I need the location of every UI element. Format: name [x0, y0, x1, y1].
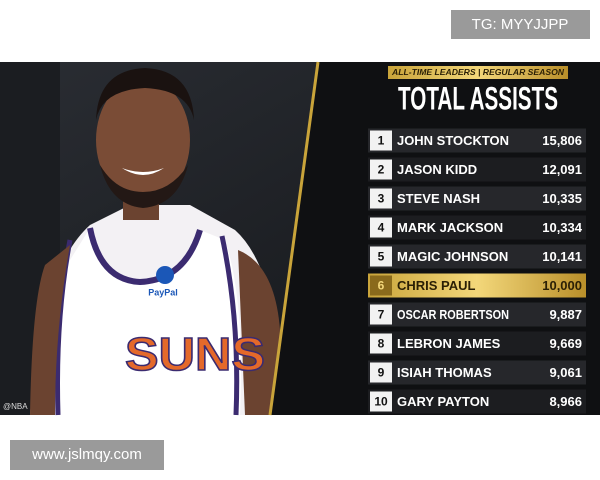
- rank: 8: [378, 337, 385, 351]
- rank-box: [370, 246, 392, 267]
- rank-box: [370, 391, 392, 412]
- panel-edge: [268, 61, 320, 416]
- player-name: CHRIS PAUL: [397, 278, 476, 293]
- assist-total: 10,141: [542, 249, 582, 264]
- rank: 6: [378, 279, 385, 293]
- assist-total: 10,335: [542, 191, 582, 206]
- rank: 4: [378, 221, 385, 235]
- player-name: MAGIC JOHNSON: [397, 249, 508, 264]
- banner-box: [388, 66, 568, 79]
- row-background: [368, 215, 586, 240]
- row-background: [368, 244, 586, 269]
- player-name: LEBRON JAMES: [397, 336, 501, 351]
- player-name: JOHN STOCKTON: [397, 133, 509, 148]
- row-background: [368, 157, 586, 182]
- assist-total: 9,061: [549, 365, 582, 380]
- rank-box: [370, 159, 392, 180]
- rank: 10: [374, 395, 388, 409]
- row-background: [368, 186, 586, 211]
- player: SUNS PayPal: [30, 68, 285, 416]
- watermark-top: TG: MYYJJPP: [472, 16, 569, 33]
- banner: ALL-TIME LEADERS | REGULAR SEASON: [391, 68, 564, 77]
- assist-total: 12,091: [542, 162, 582, 177]
- rank: 5: [378, 250, 385, 264]
- rank: 1: [378, 134, 385, 148]
- row-background: [368, 360, 586, 385]
- sponsor: PayPal: [148, 287, 178, 297]
- row-background: [368, 128, 586, 153]
- jersey-text: SUNS: [125, 328, 265, 380]
- player-name: GARY PAYTON: [397, 394, 489, 409]
- rank: 7: [378, 308, 385, 322]
- rank: 3: [378, 192, 385, 206]
- assist-total: 9,669: [549, 336, 582, 351]
- player-name: MARK JACKSON: [397, 220, 503, 235]
- rank-box: [370, 217, 392, 238]
- player-name: JASON KIDD: [397, 162, 477, 177]
- row-background: [368, 389, 586, 414]
- rank: 2: [378, 163, 385, 177]
- watermark-box: [10, 440, 164, 470]
- rank-box: [370, 362, 392, 383]
- watermark-bottom: www.jslmqy.com: [31, 446, 142, 463]
- watermark-box: [451, 10, 590, 39]
- assist-total: 8,966: [549, 394, 582, 409]
- row-background: [368, 273, 586, 298]
- player-name: STEVE NASH: [397, 191, 480, 206]
- assist-total: 15,806: [542, 133, 582, 148]
- rank: 9: [378, 366, 385, 380]
- row-background: [368, 331, 586, 356]
- rank-box: [370, 275, 392, 296]
- title: TOTAL ASSISTS: [398, 80, 558, 116]
- leaderboard-rows: 1 JOHN STOCKTON 15,806 2 JASON KIDD 12,091 3 ST…: [368, 128, 586, 414]
- assist-total: 10,000: [542, 278, 582, 293]
- rank-box: [370, 304, 392, 325]
- rank-box: [370, 188, 392, 209]
- player-name: OSCAR ROBERTSON: [397, 307, 509, 322]
- photo-credit: @NBA: [3, 402, 28, 411]
- player-name: ISIAH THOMAS: [397, 365, 492, 380]
- rank-box: [370, 333, 392, 354]
- assist-total: 10,334: [542, 220, 583, 235]
- assist-total: 9,887: [549, 307, 582, 322]
- row-background: [368, 302, 586, 327]
- rank-box: [370, 130, 392, 151]
